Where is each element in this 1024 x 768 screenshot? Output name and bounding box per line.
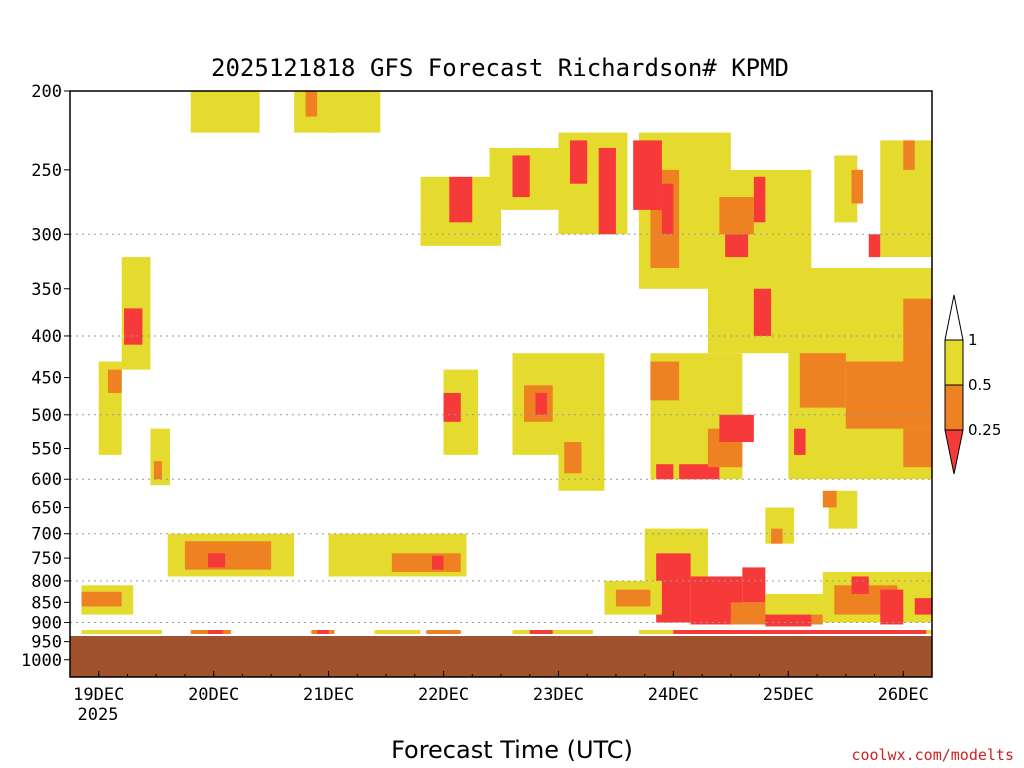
richardson-cell bbox=[305, 91, 318, 117]
richardson-cell bbox=[650, 361, 680, 401]
richardson-cell bbox=[799, 353, 846, 408]
y-tick-label: 300 bbox=[31, 225, 62, 245]
richardson-cell bbox=[449, 176, 473, 223]
richardson-cell bbox=[753, 176, 766, 223]
x-tick-label: 19DEC bbox=[73, 685, 124, 705]
richardson-cell bbox=[834, 155, 858, 223]
richardson-cell bbox=[725, 234, 749, 258]
richardson-cell bbox=[880, 589, 904, 625]
richardson-cell bbox=[535, 392, 547, 415]
richardson-cell bbox=[765, 614, 812, 627]
richardson-cell bbox=[845, 361, 932, 429]
terrain-block bbox=[70, 636, 932, 677]
y-tick-label: 750 bbox=[31, 549, 62, 569]
colorbar-bin bbox=[944, 339, 964, 386]
y-tick-label: 450 bbox=[31, 369, 62, 389]
y-tick-label: 1000 bbox=[21, 651, 62, 671]
y-tick-label: 400 bbox=[31, 327, 62, 347]
y-tick-label: 350 bbox=[31, 280, 62, 300]
richardson-cell bbox=[719, 197, 754, 235]
richardson-cell bbox=[903, 298, 932, 362]
y-tick-label: 650 bbox=[31, 499, 62, 519]
surface-band bbox=[529, 630, 553, 635]
richardson-cell bbox=[558, 132, 628, 235]
y-axis-ticks: 200 250 300 350 400 450 500 550 600 650 700 750 8008… bbox=[21, 82, 70, 671]
y-tick-label: 500 bbox=[31, 406, 62, 426]
richardson-cell bbox=[124, 308, 143, 345]
richardson-cell bbox=[765, 593, 823, 615]
richardson-cell bbox=[903, 140, 915, 170]
richardson-cell bbox=[153, 461, 162, 480]
richardson-cell bbox=[661, 183, 674, 235]
richardson-cell bbox=[903, 428, 932, 468]
x-axis-year-label: 2025 bbox=[78, 705, 119, 725]
terrain-fill bbox=[70, 636, 932, 677]
richardson-field bbox=[81, 91, 932, 627]
richardson-cell bbox=[656, 464, 674, 480]
surface-band bbox=[317, 630, 329, 635]
richardson-cell bbox=[391, 553, 461, 572]
richardson-cell bbox=[679, 464, 720, 480]
richardson-cell bbox=[771, 528, 783, 544]
richardson-cell bbox=[190, 91, 260, 133]
surface-band bbox=[374, 630, 421, 635]
x-tick-label: 25DEC bbox=[763, 685, 814, 705]
richardson-cell bbox=[914, 598, 932, 615]
y-tick-label: 800 bbox=[31, 572, 62, 592]
x-tick-label: 26DEC bbox=[878, 685, 929, 705]
richardson-cell bbox=[742, 567, 766, 603]
richardson-cell bbox=[822, 490, 837, 508]
y-tick-label: 900 bbox=[31, 614, 62, 634]
surface-layer-bands bbox=[70, 630, 932, 637]
credit-text: coolwx.com/modelts bbox=[851, 746, 1014, 764]
surface-band bbox=[426, 630, 461, 635]
richardson-cell bbox=[569, 140, 588, 184]
richardson-cell bbox=[598, 147, 616, 235]
richardson-cell bbox=[81, 591, 122, 607]
richardson-cell bbox=[719, 414, 754, 443]
richardson-cell bbox=[564, 442, 582, 474]
richardson-cell bbox=[851, 169, 864, 204]
richardson-cell bbox=[184, 541, 272, 570]
colorbar-tick-label: 0.25 bbox=[968, 421, 1001, 439]
richardson-cell bbox=[443, 392, 461, 422]
surface-band bbox=[673, 630, 927, 635]
x-tick-label: 23DEC bbox=[533, 685, 584, 705]
richardson-cell bbox=[851, 576, 869, 594]
richardson-cell bbox=[432, 555, 444, 570]
x-tick-label: 24DEC bbox=[648, 685, 699, 705]
richardson-cell bbox=[753, 288, 772, 336]
y-tick-label: 200 bbox=[31, 82, 62, 102]
y-tick-label: 550 bbox=[31, 439, 62, 459]
x-tick-label: 22DEC bbox=[418, 685, 469, 705]
x-axis-title: Forecast Time (UTC) bbox=[391, 736, 633, 764]
x-axis-ticks: 19DEC 20DEC 21DEC 22DEC 23DEC 24DEC 25DEC 26DEC bbox=[69, 671, 933, 705]
surface-band bbox=[81, 630, 162, 635]
colorbar-tick-label: 0.5 bbox=[968, 376, 992, 394]
richardson-cell bbox=[868, 234, 881, 258]
chart-title: 2025121818 GFS Forecast Richardson# KPMD bbox=[211, 54, 789, 82]
x-tick-label: 20DEC bbox=[188, 685, 239, 705]
colorbar-bin bbox=[944, 384, 964, 431]
richardson-cell bbox=[207, 553, 226, 568]
colorbar-tick-label: 1 bbox=[968, 331, 978, 349]
colorbar-cap-top bbox=[944, 294, 964, 341]
richardson-cell bbox=[794, 428, 806, 455]
richardson-cell bbox=[107, 369, 122, 393]
richardson-cell bbox=[615, 589, 651, 607]
richardson-cell bbox=[512, 155, 530, 198]
y-tick-label: 250 bbox=[31, 161, 62, 181]
surface-band bbox=[207, 630, 223, 635]
y-tick-label: 700 bbox=[31, 525, 62, 545]
y-tick-label: 950 bbox=[31, 633, 62, 653]
colorbar-cap-bottom bbox=[944, 429, 964, 475]
richardson-cell bbox=[633, 140, 662, 210]
y-tick-label: 850 bbox=[31, 593, 62, 613]
colorbar: 1 0.5 0.25 bbox=[944, 294, 1001, 475]
x-tick-label: 21DEC bbox=[303, 685, 354, 705]
y-tick-label: 600 bbox=[31, 470, 62, 490]
